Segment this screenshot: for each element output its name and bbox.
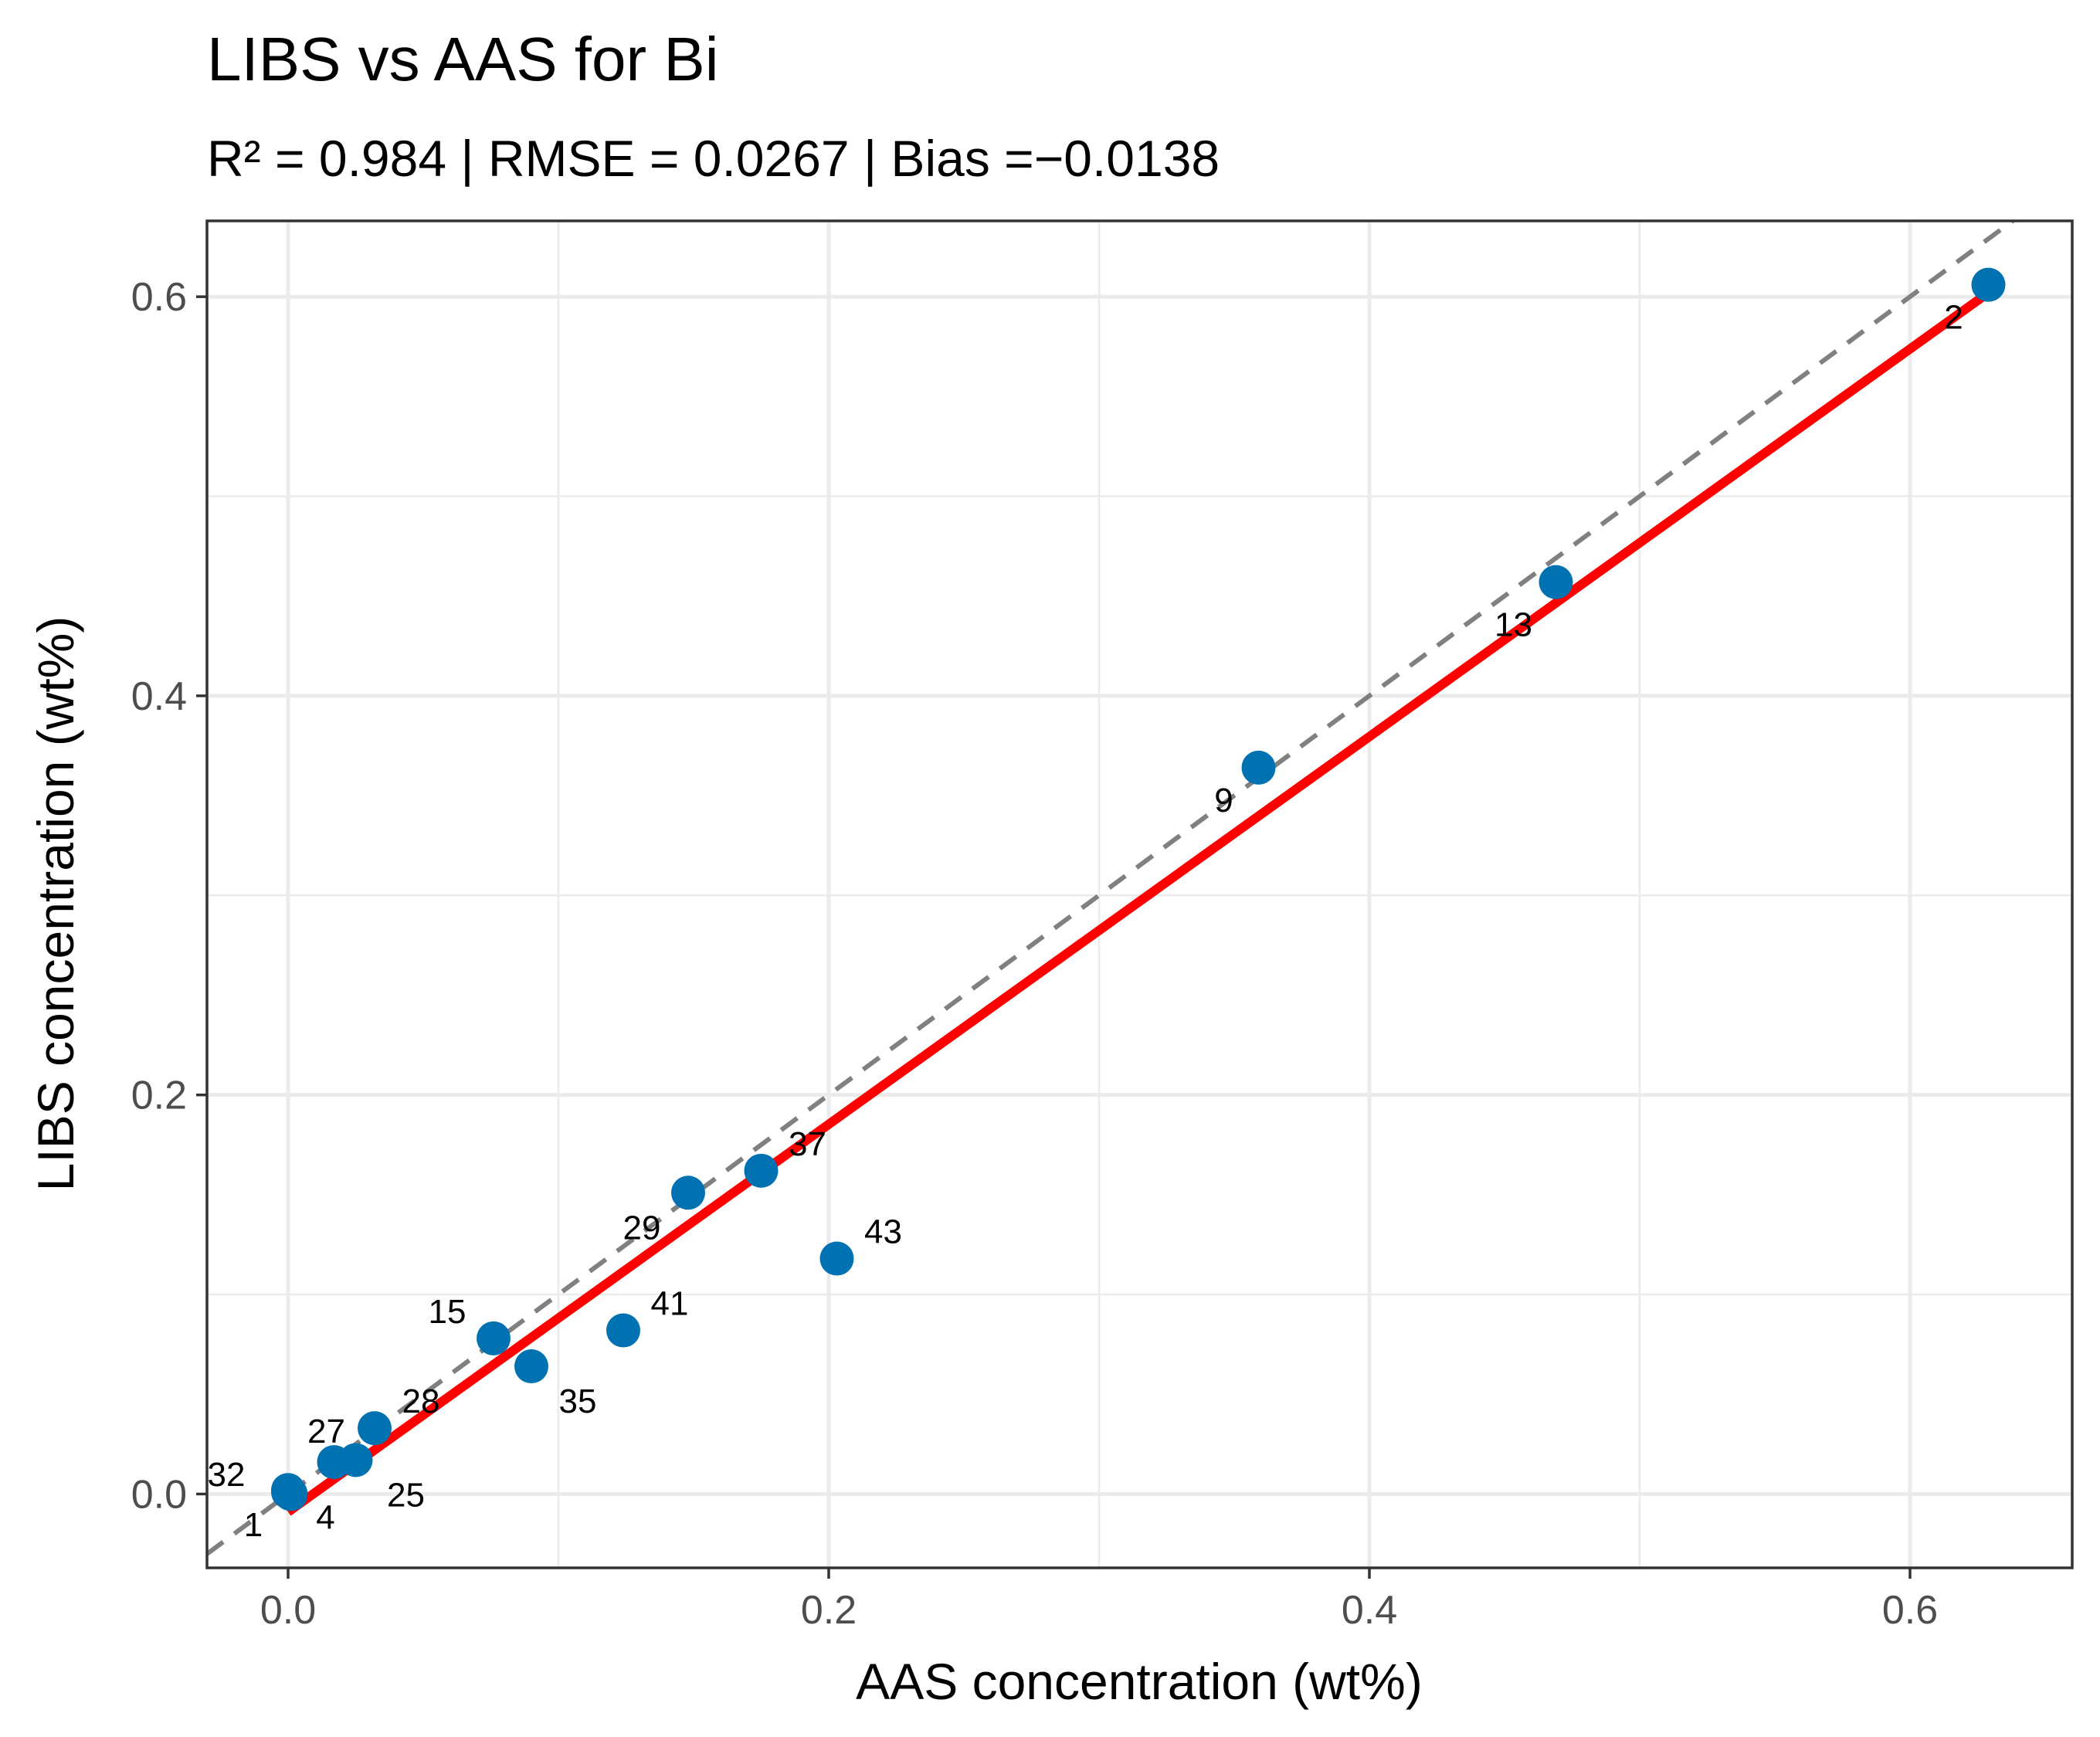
- x-tick-label: 0.0: [260, 1588, 316, 1633]
- point-label-15: 15: [429, 1293, 466, 1331]
- y-axis-title: LIBS concentration (wt%): [27, 616, 84, 1192]
- data-point-28: [358, 1411, 392, 1446]
- reference-lines: [207, 221, 2017, 1556]
- x-tick-label: 0.6: [1882, 1588, 1938, 1633]
- point-label-35: 35: [559, 1382, 597, 1420]
- data-point-29: [671, 1176, 705, 1210]
- data-point-35: [514, 1349, 548, 1384]
- data-point-9: [1241, 750, 1276, 785]
- chart-subtitle: R² = 0.984 | RMSE = 0.0267 | Bias =−0.01…: [207, 130, 1220, 187]
- point-label-28: 28: [402, 1382, 440, 1420]
- grid: [207, 221, 2072, 1568]
- data-point-4: [273, 1477, 308, 1511]
- data-point-41: [606, 1313, 640, 1348]
- y-tick-label: 0.2: [131, 1074, 187, 1118]
- point-label-29: 29: [623, 1209, 661, 1247]
- data-point-25: [338, 1443, 373, 1477]
- point-label-4: 4: [316, 1498, 334, 1536]
- point-label-37: 37: [789, 1125, 826, 1163]
- data-point-13: [1539, 565, 1573, 599]
- panel-border: [205, 219, 2074, 1569]
- point-label-27: 27: [307, 1413, 345, 1450]
- axes: 0.0 0.2 0.4 0.6 0.0 0.2 0.4 0.6: [131, 219, 2074, 1633]
- point-label-13: 13: [1494, 606, 1532, 644]
- chart-title: LIBS vs AAS for Bi: [207, 25, 719, 93]
- point-label-43: 43: [864, 1213, 902, 1251]
- data-point-2: [1971, 267, 2006, 302]
- data-point-37: [744, 1153, 779, 1188]
- y-tick-label: 0.4: [131, 674, 187, 719]
- identity-line: [207, 221, 2017, 1556]
- x-axis-title: AAS concentration (wt%): [856, 1653, 1423, 1710]
- y-tick-label: 0.0: [131, 1472, 187, 1517]
- x-tick-label: 0.4: [1342, 1588, 1397, 1633]
- point-label-1: 1: [244, 1506, 263, 1544]
- point-label-2: 2: [1944, 299, 1963, 337]
- y-tick-label: 0.6: [131, 275, 187, 320]
- point-label-41: 41: [651, 1285, 689, 1323]
- point-label-32: 32: [208, 1456, 246, 1494]
- points: [271, 267, 2006, 1511]
- point-label-9: 9: [1214, 782, 1233, 819]
- data-point-43: [819, 1241, 854, 1276]
- data-point-15: [477, 1321, 511, 1355]
- fit-line: [285, 289, 1991, 1516]
- point-label-25: 25: [387, 1476, 425, 1514]
- x-tick-label: 0.2: [801, 1588, 857, 1633]
